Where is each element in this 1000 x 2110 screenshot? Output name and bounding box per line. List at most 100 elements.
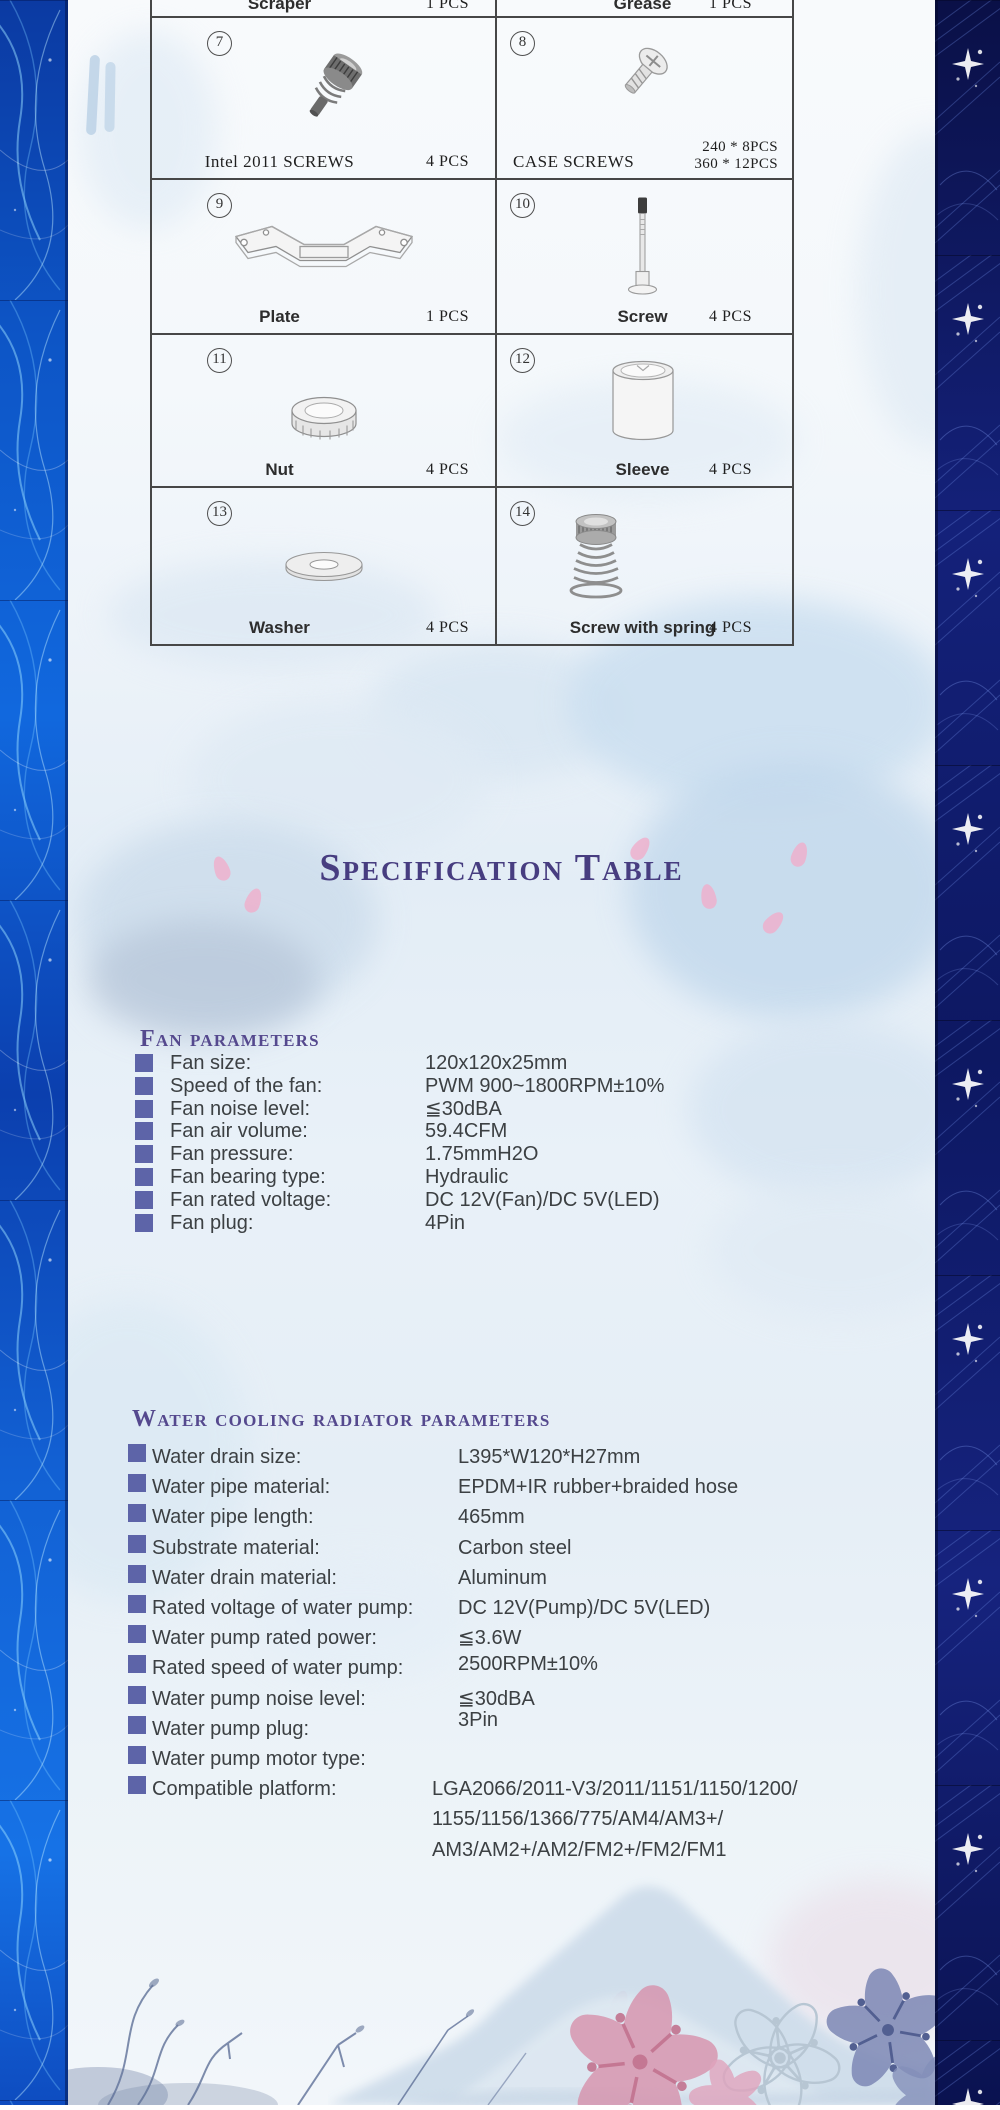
spec-value: 2500RPM±10% <box>458 1653 598 1676</box>
item-number-badge: 14 <box>510 501 535 526</box>
cell-label: Intel 2011 SCREWS 4 PCS <box>152 150 495 172</box>
sakura-petal-icon <box>759 908 788 937</box>
cell-label: Sleeve 4 PCS <box>497 458 788 480</box>
spec-label: Fan bearing type: <box>170 1165 326 1188</box>
spec-label: Fan pressure: <box>170 1143 294 1166</box>
water-parameters-list: Water drain size: L395*W120*H27mm Water p… <box>128 1442 908 1865</box>
spec-label: Rated voltage of water pump: <box>152 1597 414 1620</box>
part-qty: 4 PCS <box>709 461 752 478</box>
spec-row: Fan air volume: 59.4CFM <box>135 1120 795 1143</box>
sakura-petal-icon <box>607 1988 632 2017</box>
part-qty: 240 * 8PCS 360 * 12PCS <box>694 139 778 172</box>
nut-icon <box>278 386 370 453</box>
spec-value: LGA2066/2011-V3/2011/1151/1150/1200/ 115… <box>432 1778 798 1861</box>
spec-label: Fan rated voltage: <box>170 1188 332 1211</box>
parts-cell-13: 13 Washer 4 PCS <box>152 488 497 644</box>
spec-label: Water pump plug: <box>152 1717 310 1740</box>
spec-row: Rated voltage of water pump: DC 12V(Pump)… <box>128 1593 908 1623</box>
sakura-petal-icon <box>677 2073 698 2102</box>
spec-value: Aluminum <box>458 1566 547 1589</box>
spec-row: Fan bearing type: Hydraulic <box>135 1166 795 1189</box>
spec-label: Fan plug: <box>170 1211 254 1234</box>
spec-value: 465mm <box>458 1506 525 1529</box>
cell-label: Screw with spring 4 PCS <box>497 616 788 638</box>
spec-row: Water pipe material: EPDM+IR rubber+braid… <box>128 1472 908 1502</box>
spec-value: 3Pin <box>458 1708 499 1731</box>
parts-cell-scraper: Scraper 1 PCS <box>152 0 497 16</box>
spec-value: L395*W120*H27mm <box>458 1446 641 1468</box>
spec-row: Water pump motor type: <box>128 1744 908 1774</box>
spec-label: Water drain material: <box>152 1566 337 1589</box>
cell-label: Grease 1 PCS <box>497 0 788 14</box>
spec-value: DC 12V(Pump)/DC 5V(LED) <box>458 1597 711 1620</box>
bullet-square-icon <box>128 1625 146 1644</box>
screw-with-spring-icon <box>554 509 638 614</box>
parts-cell-12: 12 Sleeve 4 PCS <box>497 335 788 486</box>
spec-value: ≦30dBA <box>458 1687 535 1710</box>
page-title: Specification Table <box>319 847 684 890</box>
spec-row: Rated speed of water pump: 2500RPM±10% <box>128 1653 908 1683</box>
part-qty: 4 PCS <box>709 308 752 325</box>
spec-label: Speed of the fan: <box>170 1074 323 1097</box>
table-row: 9 Plate <box>152 180 792 335</box>
part-qty: 4 PCS <box>426 619 469 636</box>
bullet-square-icon <box>128 1444 146 1462</box>
brush-stroke <box>104 61 116 133</box>
spec-label: Water pump motor type: <box>152 1748 366 1771</box>
bullet-square-icon <box>135 1190 153 1209</box>
spec-value: 4Pin <box>425 1211 466 1234</box>
sakura-flower-outline <box>694 1973 866 2105</box>
case-screw-icon <box>598 34 688 131</box>
spec-row: Water drain material: Aluminum <box>128 1563 908 1593</box>
bullet-square-icon <box>135 1076 153 1095</box>
bullet-square-icon <box>135 1099 153 1118</box>
spec-row: Water drain size: L395*W120*H27mm <box>128 1442 908 1472</box>
item-number-badge: 7 <box>207 31 232 56</box>
part-name: Grease <box>613 0 672 13</box>
item-number-badge: 12 <box>510 348 535 373</box>
part-name: Intel 2011 SCREWS <box>204 152 355 171</box>
item-number-badge: 11 <box>207 348 232 373</box>
bullet-square-icon <box>128 1776 146 1795</box>
bullet-square-icon <box>128 1474 146 1493</box>
spec-label: Water pipe material: <box>152 1476 331 1499</box>
spec-row: Water pipe length: 465mm <box>128 1502 908 1532</box>
spec-row: Fan plug: 4Pin <box>135 1212 795 1235</box>
spec-value: 59.4CFM <box>425 1120 508 1143</box>
parts-cell-14: 14 Screw with spring <box>497 488 788 644</box>
plant-silhouettes <box>68 1978 527 2105</box>
bullet-square-icon <box>135 1145 153 1164</box>
part-name: Screw <box>617 307 668 326</box>
spec-label: Fan noise level: <box>170 1097 311 1120</box>
spec-row: Fan rated voltage: DC 12V(Fan)/DC 5V(LED) <box>135 1189 795 1212</box>
part-name: CASE SCREWS <box>513 152 635 171</box>
left-decorative-border <box>0 0 68 2105</box>
bullet-square-icon <box>128 1534 146 1553</box>
washer-icon <box>272 543 376 596</box>
spec-row: Water pump noise level: ≦30dBA <box>128 1684 908 1714</box>
brush-stroke <box>85 54 101 136</box>
spec-label: Fan air volume: <box>170 1120 308 1143</box>
part-name: Scraper <box>247 0 312 13</box>
spec-label: Substrate material: <box>152 1536 320 1559</box>
spec-row: Fan size: 120x120x25mm <box>135 1052 795 1075</box>
wash <box>88 920 318 1040</box>
table-row: 11 Nut 4 PCS 12 <box>152 335 792 488</box>
parts-cell-grease: Grease 1 PCS <box>497 0 788 16</box>
wash <box>368 640 628 780</box>
spec-value: 120x120x25mm <box>425 1052 568 1074</box>
part-name: Washer <box>249 618 310 637</box>
bullet-square-icon <box>128 1595 146 1614</box>
navy-sparkle-art <box>935 0 1000 2105</box>
mountain-silhouette <box>328 1886 935 2105</box>
spec-row: Speed of the fan: PWM 900~1800RPM±10% <box>135 1075 795 1098</box>
sakura-flower-indigo <box>815 1959 935 2100</box>
spec-value: 1.75mmH2O <box>425 1143 539 1166</box>
spec-row: Water pump plug: 3Pin <box>128 1709 908 1744</box>
part-qty: 4 PCS <box>426 461 469 478</box>
bullet-square-icon <box>128 1715 146 1734</box>
water-parameters-heading: Water cooling radiator parameters <box>132 1405 551 1432</box>
spec-row: Compatible platform: LGA2066/2011-V3/2011… <box>128 1774 908 1865</box>
wash <box>188 700 488 860</box>
